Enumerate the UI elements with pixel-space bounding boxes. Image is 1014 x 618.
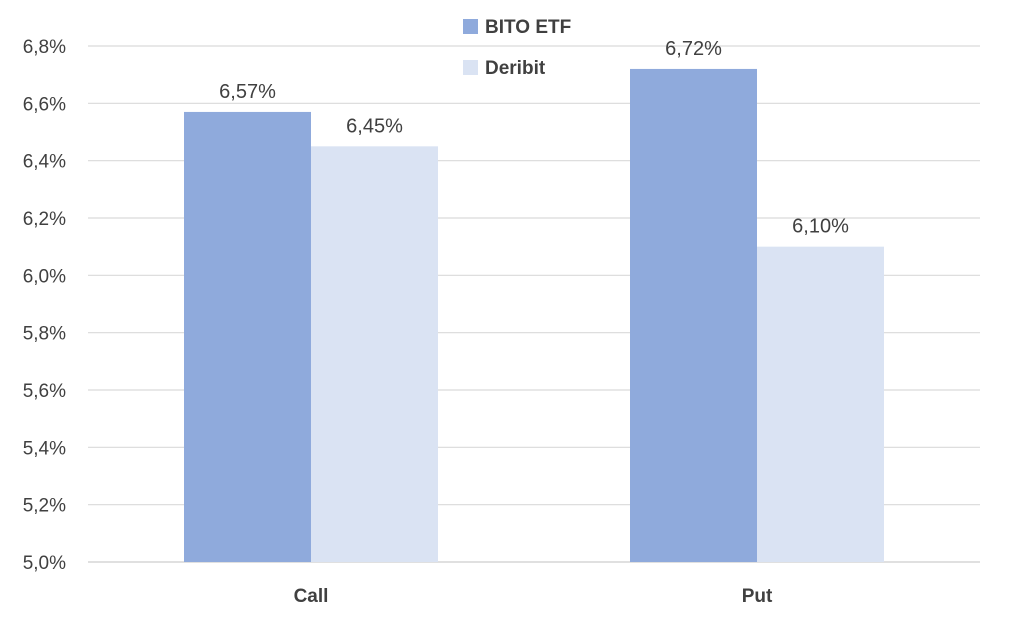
legend-swatch [463,19,478,34]
y-tick-label: 6,6% [23,94,66,115]
data-label: 6,45% [346,115,403,137]
y-tick-label: 5,0% [23,553,66,574]
bars [184,68,884,563]
data-labels: 6,57% 6,45% 6,72% 6,10% [219,38,849,238]
bar-bito-etf-call [184,111,311,562]
bar-bito-etf-put [630,68,757,562]
x-axis-categories: Call Put [294,586,773,607]
y-tick-label: 5,2% [23,496,66,517]
y-tick-label: 6,2% [23,209,66,230]
y-tick-label: 5,4% [23,438,66,459]
y-axis-ticks: 5,0% 5,2% 5,4% 5,6% 5,8% 6,0% 6,2% 6,4% 6,6% 6,8% [23,37,66,574]
legend: BITO ETF Deribit [463,17,571,79]
legend-label: BITO ETF [485,17,571,38]
bar-deribit-put [757,246,884,562]
y-tick-label: 6,0% [23,266,66,287]
y-tick-label: 5,8% [23,324,66,345]
data-label: 6,57% [219,81,276,103]
y-tick-label: 5,6% [23,381,66,402]
y-tick-label: 6,4% [23,152,66,173]
bar-deribit-call [311,146,438,563]
legend-label: Deribit [485,58,546,79]
y-tick-label: 6,8% [23,37,66,58]
x-category-label: Put [742,586,773,607]
data-label: 6,72% [665,38,722,60]
x-category-label: Call [294,586,329,607]
legend-swatch [463,60,478,75]
data-label: 6,10% [792,216,849,238]
